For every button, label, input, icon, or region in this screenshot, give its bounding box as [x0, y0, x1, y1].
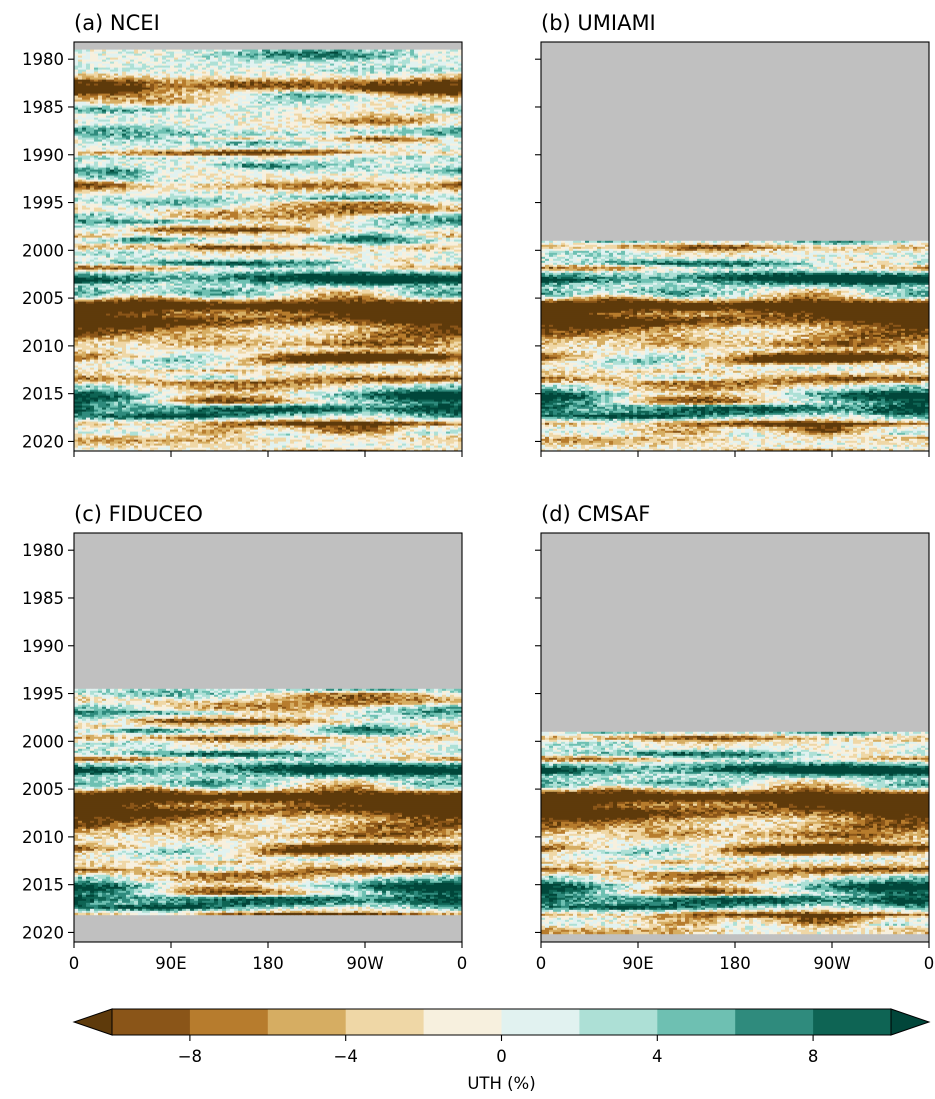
x-tick-label: 90E: [622, 954, 653, 973]
x-tick-label: 180: [719, 954, 751, 973]
colorbar-extend-high: [890, 1008, 931, 1036]
colorbar-segment: [813, 1009, 892, 1035]
heatmap-field: [74, 688, 462, 916]
x-tick-label: 0: [536, 954, 547, 973]
y-tick-label: 1990: [22, 146, 64, 165]
y-tick-label: 2020: [22, 432, 64, 451]
colorbar-extend-low: [72, 1008, 113, 1036]
colorbar-segment: [423, 1009, 502, 1035]
colorbar-label: UTH (%): [467, 1074, 535, 1093]
y-tick-label: 2000: [22, 241, 64, 260]
y-tick-label: 1980: [22, 541, 64, 560]
x-tick-label: 0: [924, 954, 935, 973]
x-tick-label: 90E: [155, 954, 186, 973]
colorbar-segment: [501, 1009, 580, 1035]
y-tick-label: 2020: [22, 923, 64, 942]
colorbar-tick-label: −8: [178, 1047, 202, 1066]
panel-b: (b) UMIAMI: [535, 11, 930, 457]
x-tick-label: 90W: [813, 954, 850, 973]
colorbar-segment: [735, 1009, 814, 1035]
y-tick-label: 2010: [22, 337, 64, 356]
y-tick-label: 1990: [22, 637, 64, 656]
heatmap-field: [541, 731, 929, 935]
y-tick-label: 2005: [22, 780, 64, 799]
y-tick-label: 1995: [22, 685, 64, 704]
colorbar-tick-label: 4: [652, 1047, 663, 1066]
x-tick-label: 0: [457, 954, 468, 973]
colorbar: −8 −4 0 4 8 UTH (%): [72, 1008, 931, 1093]
y-tick-label: 1985: [22, 589, 64, 608]
colorbar-segment: [112, 1009, 191, 1035]
x-tick-label: 180: [252, 954, 284, 973]
colorbar-tick-label: 8: [808, 1047, 819, 1066]
colorbar-segment: [189, 1009, 269, 1035]
y-tick-label: 2000: [22, 732, 64, 751]
panel-title: (a) NCEI: [74, 11, 160, 35]
colorbar-segment: [657, 1009, 736, 1035]
panel-title: (d) CMSAF: [541, 502, 650, 526]
panel-title: (b) UMIAMI: [541, 11, 656, 35]
y-tick-label: 2005: [22, 289, 64, 308]
y-tick-label: 2010: [22, 828, 64, 847]
panel-title: (c) FIDUCEO: [74, 502, 203, 526]
colorbar-segment: [345, 1009, 425, 1035]
colorbar-segment: [579, 1009, 658, 1035]
heatmap-field: [74, 49, 462, 451]
colorbar-tick-label: −4: [334, 1047, 358, 1066]
y-tick-label: 2015: [22, 876, 64, 895]
heatmap-field: [541, 240, 929, 451]
panel-d: 0 90E 180 90W 0 (d) CMSAF: [535, 502, 934, 973]
y-tick-label: 2015: [22, 385, 64, 404]
y-tick-label: 1995: [22, 194, 64, 213]
y-tick-label: 1980: [22, 50, 64, 69]
panel-c: 1980 1985 1990 1995 2000 2005 2010 2015 2020 0 90E…: [22, 502, 467, 973]
x-tick-label: 90W: [346, 954, 383, 973]
y-tick-label: 1985: [22, 98, 64, 117]
x-tick-label: 0: [69, 954, 80, 973]
panel-a: 1980 1985 1990 1995 2000 2005 2010 2015 2020 (a) …: [22, 11, 463, 457]
colorbar-tick-label: 0: [496, 1047, 507, 1066]
colorbar-segment: [267, 1009, 347, 1035]
